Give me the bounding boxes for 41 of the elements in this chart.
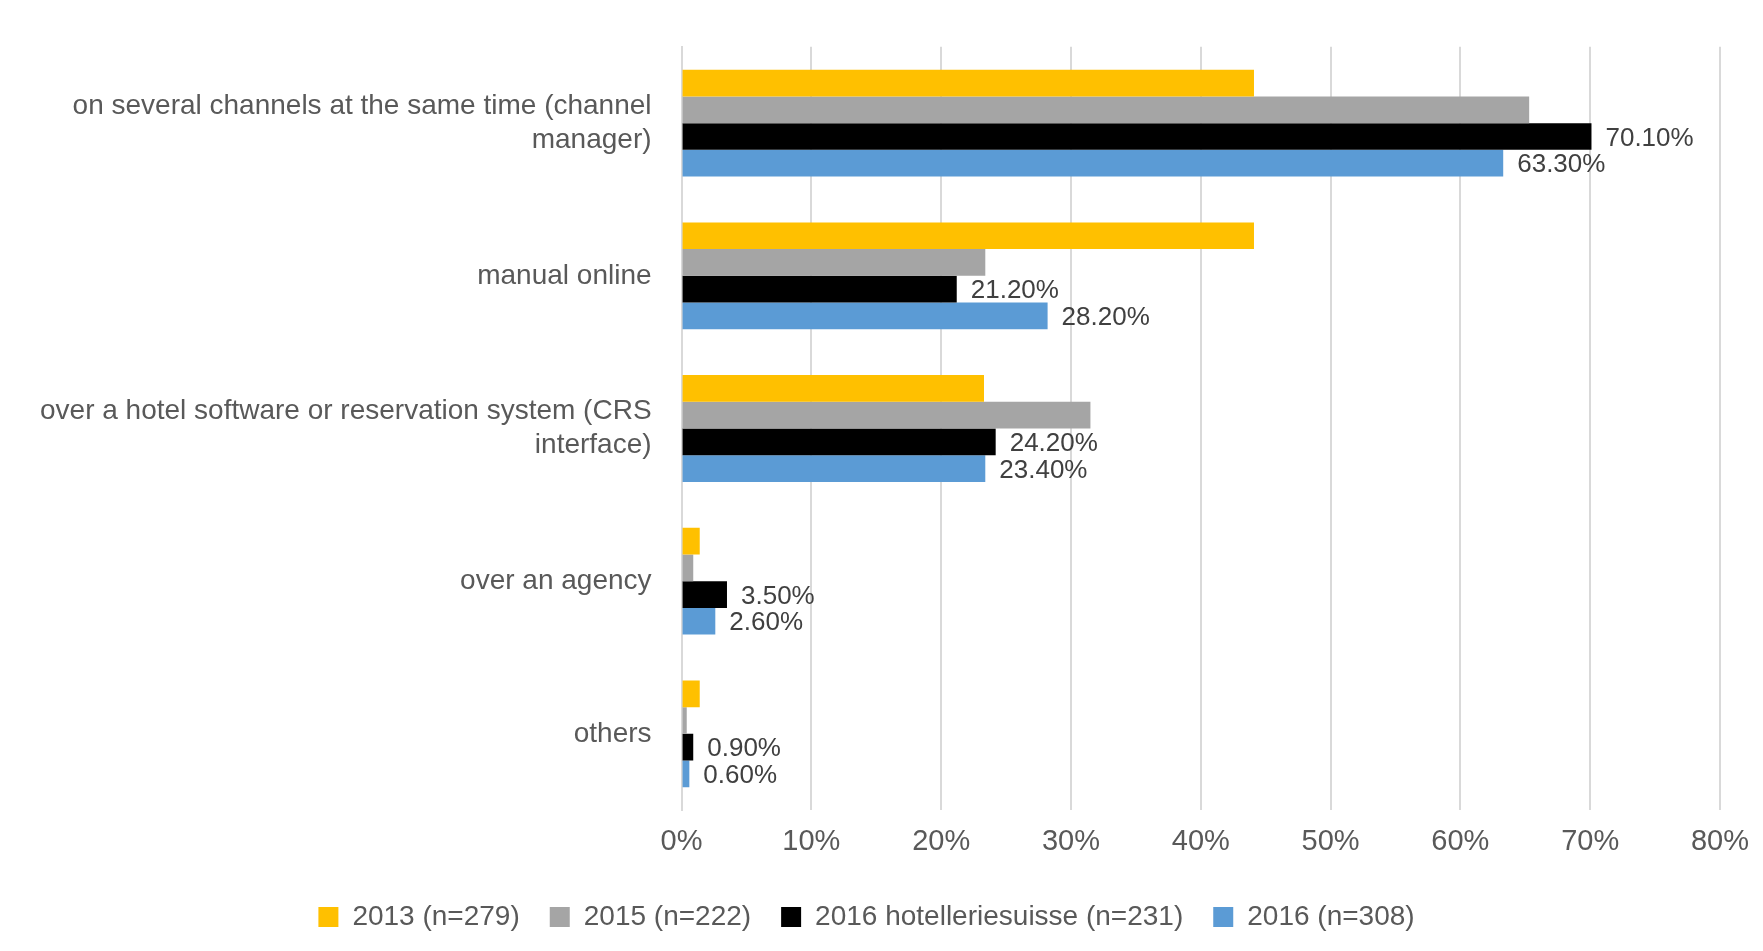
x-tick-label: 20%	[912, 823, 971, 856]
bar	[682, 401, 1091, 429]
bar	[682, 249, 986, 276]
bar	[682, 149, 1504, 177]
bar	[682, 222, 1254, 250]
y-tick-label: over a hotel software or reservation system (CRS interface)	[39, 394, 652, 460]
x-tick-label: 0%	[660, 823, 703, 856]
y-tick-label: others	[573, 716, 652, 748]
y-tick-label: over an agency	[460, 563, 652, 595]
bar	[682, 680, 700, 708]
bar	[682, 554, 694, 582]
x-tick-label: 50%	[1301, 823, 1360, 856]
bar	[682, 375, 984, 402]
bar	[682, 428, 996, 456]
x-tick-label: 70%	[1561, 823, 1620, 856]
bar	[682, 707, 687, 734]
bar	[682, 733, 694, 761]
legend-label: 2016 (n=308)	[1247, 899, 1415, 931]
bar	[682, 527, 700, 555]
legend-label: 2013 (n=279)	[352, 899, 520, 931]
legend-label: 2015 (n=222)	[583, 899, 752, 931]
bar	[682, 607, 716, 635]
bar	[682, 302, 1048, 330]
bar	[682, 123, 1592, 150]
data-label: 21.20%	[970, 274, 1059, 305]
bar	[682, 96, 1530, 124]
x-tick-label: 10%	[782, 823, 841, 856]
bar	[682, 581, 727, 608]
data-label: 70.10%	[1605, 121, 1694, 152]
legend-label: 2016 hotelleriesuisse (n=231)	[815, 899, 1184, 931]
x-tick-label: 30%	[1041, 823, 1100, 856]
bar	[682, 69, 1254, 97]
x-tick-label: 80%	[1690, 823, 1749, 856]
x-tick-label: 60%	[1431, 823, 1490, 856]
bar	[682, 275, 957, 303]
data-label: 28.20%	[1061, 301, 1150, 332]
data-label: 63.30%	[1517, 148, 1606, 179]
x-tick-label: 40%	[1171, 823, 1230, 856]
bar	[682, 455, 986, 482]
y-tick-label: on several channels at the same time (channel manager)	[72, 89, 652, 154]
y-tick-label: manual online	[477, 258, 652, 290]
